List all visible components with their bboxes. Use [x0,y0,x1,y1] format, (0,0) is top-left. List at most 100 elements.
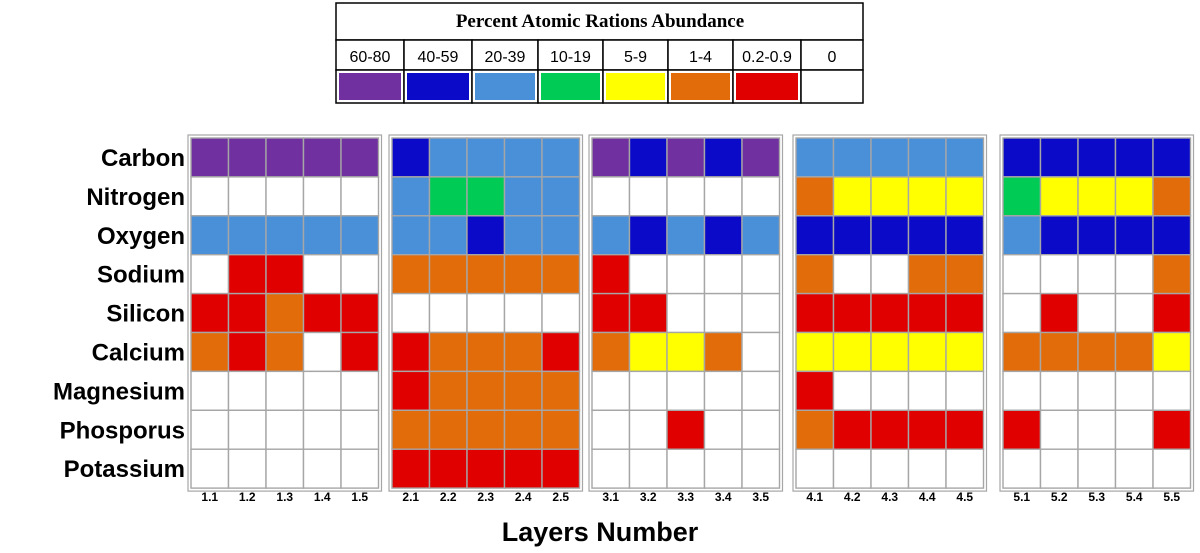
heatmap-cell [428,448,468,489]
heatmap-cell [1002,448,1042,489]
heatmap-cell [666,253,706,295]
heatmap-cell [340,176,380,217]
heatmap-cell [265,253,305,295]
heatmap-panel [187,134,383,492]
heatmap-cell [628,253,668,295]
heatmap-cell [302,137,342,178]
heatmap-cell [541,370,581,411]
heatmap-cell [1039,409,1079,450]
heatmap-panel [792,134,988,492]
heatmap-cell [1152,448,1192,489]
heatmap-cell [703,215,743,256]
heatmap-cell [1152,253,1192,295]
legend-label: 60-80 [350,49,391,66]
heatmap-cell [703,331,743,373]
heatmap-cell [591,176,631,217]
heatmap-cell [945,331,985,373]
legend-swatch [606,73,665,100]
legend-title-box [335,2,864,41]
legend-swatch [339,73,401,100]
heatmap-panels [187,134,1195,492]
heatmap-cell [265,409,305,450]
column-tick-label: 1.3 [276,490,293,504]
column-tick-label: 4.1 [806,490,823,504]
row-label: Oxygen [97,223,185,250]
heatmap-cell [503,370,543,411]
heatmap-cell [945,176,985,217]
heatmap-cell [428,215,468,256]
heatmap-cell [503,331,543,373]
heatmap-cell [832,370,872,411]
heatmap-cell [541,253,581,295]
heatmap-cell [945,292,985,334]
heatmap-cell [302,331,342,373]
heatmap-cell [391,292,431,334]
heatmap-cell [391,331,431,373]
heatmap-cell [703,448,743,489]
column-tick-label: 5.1 [1013,490,1030,504]
heatmap-cell [741,137,781,178]
heatmap-cell [1002,253,1042,295]
heatmap-panel [388,134,584,492]
legend-label: 20-39 [485,49,526,66]
heatmap-cell [1114,331,1154,373]
heatmap-cell [703,409,743,450]
heatmap-cell [227,448,267,489]
x-axis-label: Layers Number [502,517,699,547]
heatmap-cell [870,409,910,450]
heatmap-cell [1077,253,1117,295]
row-label: Nitrogen [86,184,185,211]
heatmap-cell [1002,137,1042,178]
heatmap-cell [666,448,706,489]
heatmap-cell [703,137,743,178]
heatmap-cell [541,448,581,489]
heatmap-cell [666,409,706,450]
heatmap-cell [1077,137,1117,178]
heatmap-cell [666,137,706,178]
legend-label-cell [602,39,669,71]
legend-swatch [804,73,860,100]
heatmap-cell [907,448,947,489]
heatmap-cell [1002,292,1042,334]
column-tick-label: 2.5 [552,490,569,504]
heatmap-cell [428,331,468,373]
heatmap-cell [666,215,706,256]
heatmap-cell [1039,370,1079,411]
heatmap-cell [541,176,581,217]
heatmap-cell [541,137,581,178]
heatmap-cell [832,253,872,295]
column-tick-label: 4.5 [956,490,973,504]
heatmap-cell [591,253,631,295]
heatmap-cell [1039,215,1079,256]
heatmap-cell [741,253,781,295]
heatmap-cell [832,137,872,178]
column-tick-label: 5.4 [1126,490,1143,504]
row-label: Calcium [92,339,185,366]
heatmap-cell [428,253,468,295]
heatmap-cell [795,215,835,256]
row-label: Carbon [101,145,185,172]
heatmap-cell [391,448,431,489]
heatmap-cell [907,409,947,450]
heatmap-cell [428,176,468,217]
heatmap-cell [1077,448,1117,489]
heatmap-cell [591,448,631,489]
heatmap-cell [541,331,581,373]
heatmap-cell [302,253,342,295]
heatmap-cell [265,370,305,411]
heatmap-cell [832,215,872,256]
heatmap-cell [302,370,342,411]
legend-label: 0 [828,49,837,66]
column-tick-label: 3.5 [752,490,769,504]
heatmap-cell [628,292,668,334]
heatmap-cell [1039,137,1079,178]
heatmap-cell [265,137,305,178]
heatmap-cell [1039,176,1079,217]
heatmap-cell [832,448,872,489]
heatmap-cell [302,409,342,450]
heatmap-cell [302,176,342,217]
heatmap-cell [945,137,985,178]
column-tick-label: 5.5 [1163,490,1180,504]
column-tick-label: 2.3 [477,490,494,504]
heatmap-cell [870,448,910,489]
